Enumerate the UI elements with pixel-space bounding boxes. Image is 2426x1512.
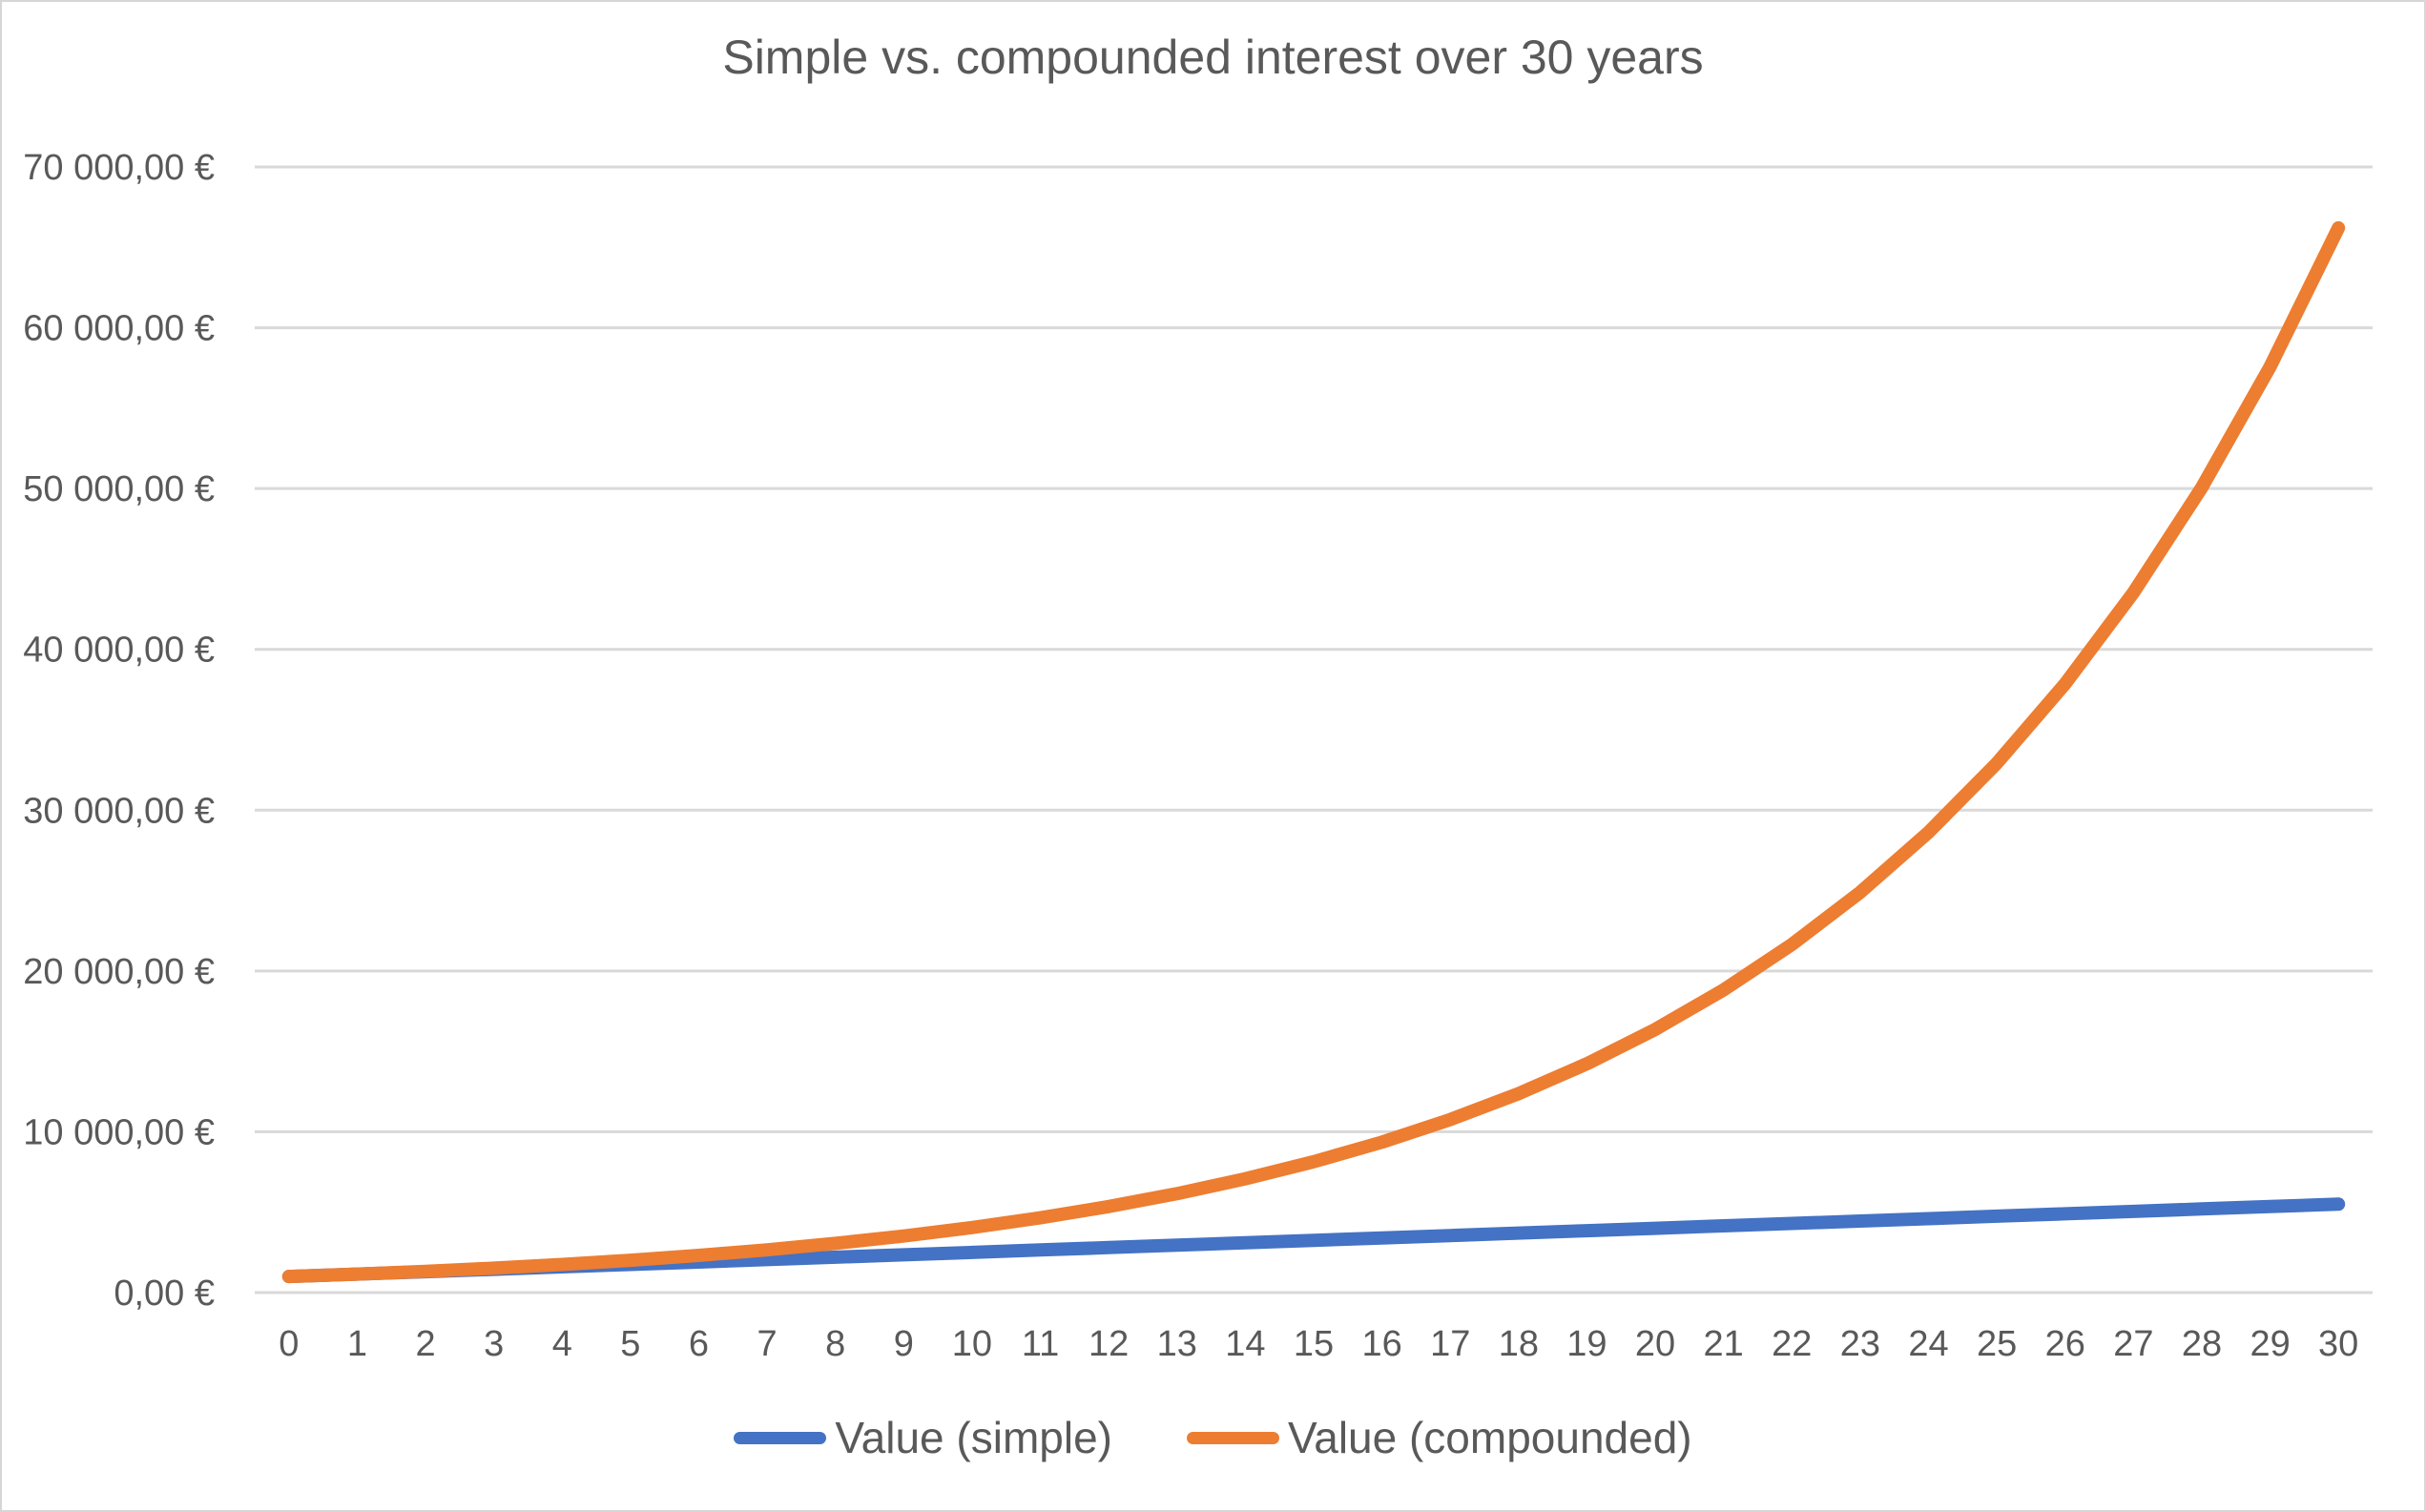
x-axis-label: 23 [1840,1324,1880,1364]
y-axis-label: 40 000,00 € [23,631,215,671]
legend-item: Value (simple) [734,1412,1112,1463]
x-axis-label: 8 [825,1324,845,1364]
y-axis-label: 0,00 € [114,1274,215,1314]
x-axis-label: 1 [347,1324,367,1364]
x-axis-label: 11 [1022,1324,1059,1364]
x-axis-label: 15 [1294,1324,1334,1364]
legend-swatch-icon [1186,1431,1279,1444]
y-axis-label: 10 000,00 € [23,1112,215,1152]
x-axis-label: 4 [552,1324,572,1364]
x-axis-label: 27 [2113,1324,2153,1364]
chart-title: Simple vs. compounded interest over 30 y… [722,31,1704,84]
legend-item: Value (compounded) [1186,1412,1692,1463]
y-axis-label: 70 000,00 € [23,148,215,188]
x-axis-label: 10 [952,1324,992,1364]
x-axis-label: 16 [1361,1324,1401,1364]
x-axis-label: 26 [2045,1324,2085,1364]
x-axis-label: 19 [1566,1324,1607,1364]
x-axis-label: 18 [1499,1324,1539,1364]
x-axis-label: 25 [1977,1324,2017,1364]
x-axis-label: 7 [757,1324,778,1364]
legend-label: Value (simple) [835,1413,1112,1462]
x-axis-label: 29 [2250,1324,2290,1364]
x-axis-label: 30 [2318,1324,2358,1364]
x-axis-label: 12 [1089,1324,1129,1364]
y-axis-label: 60 000,00 € [23,309,215,349]
x-axis-label: 24 [1908,1324,1948,1364]
y-axis-label: 30 000,00 € [23,791,215,831]
series-line-value-compounded [281,220,2346,1284]
legend-label: Value (compounded) [1287,1413,1692,1462]
x-axis-label: 5 [620,1324,640,1364]
legend: Value (simple) Value (compounded) [2,1408,2424,1467]
x-axis-label: 6 [689,1324,709,1364]
x-axis-label: 21 [1704,1324,1744,1364]
y-axis-label: 20 000,00 € [23,952,215,992]
y-axis-label: 50 000,00 € [23,469,215,509]
x-axis-label: 17 [1430,1324,1470,1364]
x-axis-label: 0 [279,1324,299,1364]
x-axis-label: 14 [1225,1324,1265,1364]
x-axis-label: 2 [415,1324,435,1364]
x-axis-label: 9 [894,1324,914,1364]
legend-swatch-icon [734,1431,827,1444]
x-axis-label: 22 [1772,1324,1812,1364]
x-axis-label: 13 [1157,1324,1197,1364]
x-axis-label: 3 [484,1324,504,1364]
x-axis-label: 28 [2182,1324,2222,1364]
x-axis-label: 20 [1635,1324,1675,1364]
